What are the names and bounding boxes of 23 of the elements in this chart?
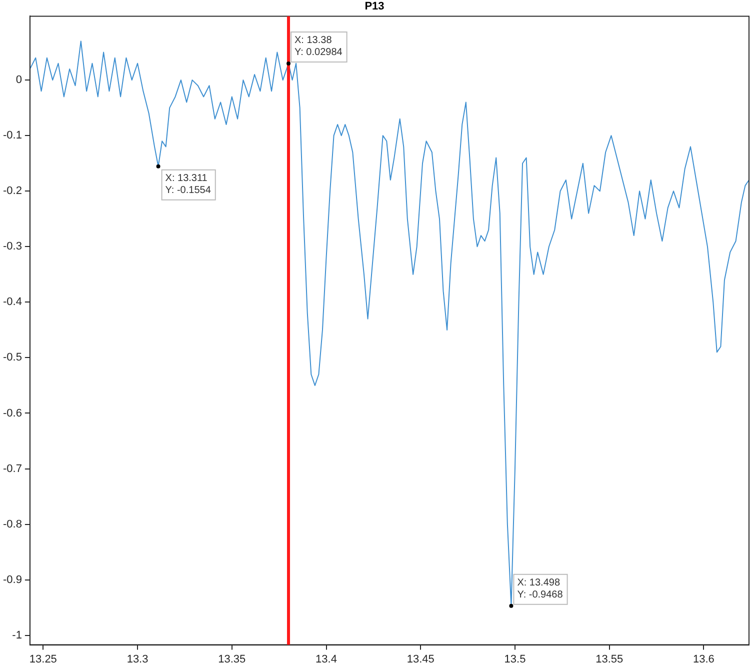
x-tick-label: 13.55 [596,653,624,666]
x-tick-label: 13.4 [316,653,337,666]
x-tick-label: 13.45 [406,653,434,666]
x-tick-label: 13.35 [218,653,246,666]
annotation: X: 13.38 Y: 0.02984 [294,35,343,58]
y-tick-label: -0.3 [2,240,22,253]
x-tick-label: 13.3 [126,653,148,666]
y-tick-label: -1 [12,629,22,642]
x-tick-label: 13.6 [692,653,714,666]
x-tick-label: 13.5 [504,653,526,666]
x-tick-label: 13.25 [29,653,57,666]
annotation: X: 13.498 Y: -0.9468 [517,578,564,601]
y-tick-label: 0 [16,74,22,86]
y-tick-label: -0.6 [2,407,22,420]
y-tick-label: -0.1 [2,130,22,142]
chart-title: P13 [364,0,384,13]
y-tick-label: -0.7 [2,462,22,475]
y-tick-label: -0.5 [2,352,22,364]
y-tick-label: -0.4 [2,296,22,308]
y-tick-label: -0.8 [2,518,22,530]
y-tick-label: -0.9 [2,574,22,586]
annotation: X: 13.311 Y: -0.1554 [165,173,212,196]
y-tick-label: -0.2 [2,185,22,198]
